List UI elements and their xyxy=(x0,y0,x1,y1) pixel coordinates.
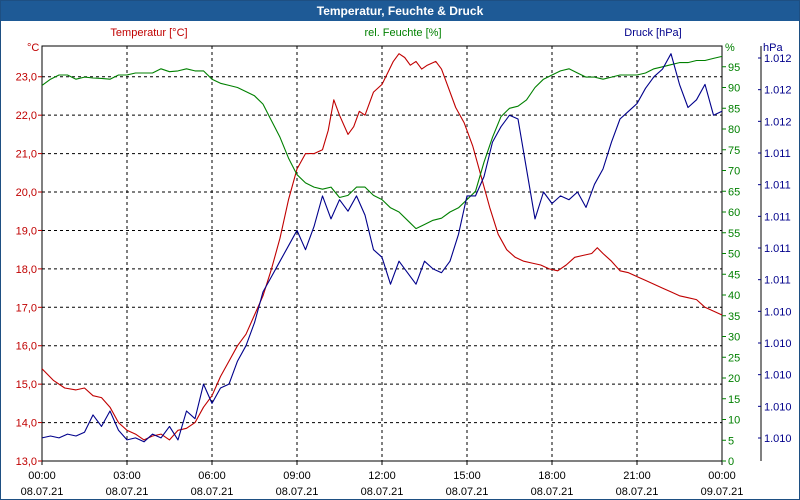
humidity-tick-label: 35 xyxy=(728,311,740,323)
pressure-tick-label: 1.010 xyxy=(764,433,792,445)
humidity-tick-label: 0 xyxy=(728,456,734,468)
temperature-unit-label: °C xyxy=(27,42,39,54)
x-tick-time-label: 21:00 xyxy=(623,470,651,482)
temperature-tick-label: 21,0 xyxy=(16,149,37,161)
humidity-tick-label: 25 xyxy=(728,352,740,364)
humidity-tick-label: 75 xyxy=(728,145,740,157)
humidity-tick-label: 15 xyxy=(728,394,740,406)
pressure-unit-label: hPa xyxy=(763,42,783,54)
humidity-tick-label: 65 xyxy=(728,186,740,198)
temperature-tick-label: 18,0 xyxy=(16,264,37,276)
pressure-tick-label: 1.012 xyxy=(764,53,792,65)
humidity-tick-label: 70 xyxy=(728,166,740,178)
humidity-tick-label: 90 xyxy=(728,83,740,95)
pressure-tick-label: 1.012 xyxy=(764,85,792,97)
humidity-tick-label: 40 xyxy=(728,290,740,302)
temperature-series-line xyxy=(41,53,723,441)
pressure-tick-label: 1.010 xyxy=(764,306,792,318)
x-tick-date-label: 08.07.21 xyxy=(616,486,659,498)
humidity-tick-label: 95 xyxy=(728,62,740,74)
humidity-tick-label: 85 xyxy=(728,103,740,115)
humidity-tick-label: 20 xyxy=(728,373,740,385)
humidity-tick-label: 5 xyxy=(728,435,734,447)
x-tick-date-label: 08.07.21 xyxy=(191,486,234,498)
humidity-tick-label: 10 xyxy=(728,415,740,427)
x-tick-date-label: 08.07.21 xyxy=(531,486,574,498)
pressure-tick-label: 1.010 xyxy=(764,401,792,413)
pressure-tick-label: 1.011 xyxy=(764,243,791,255)
temperature-tick-label: 13,0 xyxy=(16,456,37,468)
x-tick-date-label: 08.07.21 xyxy=(276,486,319,498)
x-tick-time-label: 00:00 xyxy=(708,470,736,482)
x-tick-time-label: 00:00 xyxy=(28,470,56,482)
x-tick-time-label: 15:00 xyxy=(453,470,481,482)
humidity-tick-label: 80 xyxy=(728,124,740,136)
temperature-tick-label: 14,0 xyxy=(16,418,37,430)
humidity-unit-label: % xyxy=(725,42,735,54)
temperature-tick-label: 19,0 xyxy=(16,225,37,237)
temperature-tick-label: 23,0 xyxy=(16,72,37,84)
x-tick-date-label: 08.07.21 xyxy=(21,486,64,498)
chart-title: Temperatur, Feuchte & Druck xyxy=(1,1,799,21)
x-tick-time-label: 18:00 xyxy=(538,470,566,482)
humidity-tick-label: 50 xyxy=(728,249,740,261)
x-tick-date-label: 08.07.21 xyxy=(361,486,404,498)
temperature-tick-label: 22,0 xyxy=(16,110,37,122)
humidity-tick-label: 55 xyxy=(728,228,740,240)
temperature-tick-label: 17,0 xyxy=(16,302,37,314)
temperature-axis-title: Temperatur [°C] xyxy=(110,27,187,39)
x-tick-date-label: 08.07.21 xyxy=(106,486,149,498)
pressure-tick-label: 1.010 xyxy=(764,370,792,382)
temperature-tick-label: 15,0 xyxy=(16,379,37,391)
pressure-tick-label: 1.010 xyxy=(764,338,792,350)
x-tick-date-label: 08.07.21 xyxy=(446,486,489,498)
pressure-series-line xyxy=(41,53,723,443)
x-tick-time-label: 09:00 xyxy=(283,470,311,482)
pressure-tick-label: 1.011 xyxy=(764,275,791,287)
x-tick-time-label: 12:00 xyxy=(368,470,396,482)
pressure-tick-label: 1.011 xyxy=(764,211,791,223)
x-tick-time-label: 03:00 xyxy=(113,470,141,482)
humidity-tick-label: 30 xyxy=(728,332,740,344)
x-tick-date-label: 09.07.21 xyxy=(701,486,744,498)
pressure-tick-label: 1.012 xyxy=(764,116,792,128)
humidity-series-line xyxy=(41,55,723,230)
temperature-tick-label: 20,0 xyxy=(16,187,37,199)
pressure-axis-title: Druck [hPa] xyxy=(624,27,681,39)
temperature-tick-label: 16,0 xyxy=(16,341,37,353)
pressure-tick-label: 1.011 xyxy=(764,180,791,192)
humidity-tick-label: 45 xyxy=(728,269,740,281)
humidity-axis-title: rel. Feuchte [%] xyxy=(364,27,441,39)
x-tick-time-label: 06:00 xyxy=(198,470,226,482)
humidity-tick-label: 60 xyxy=(728,207,740,219)
pressure-tick-label: 1.011 xyxy=(764,148,791,160)
